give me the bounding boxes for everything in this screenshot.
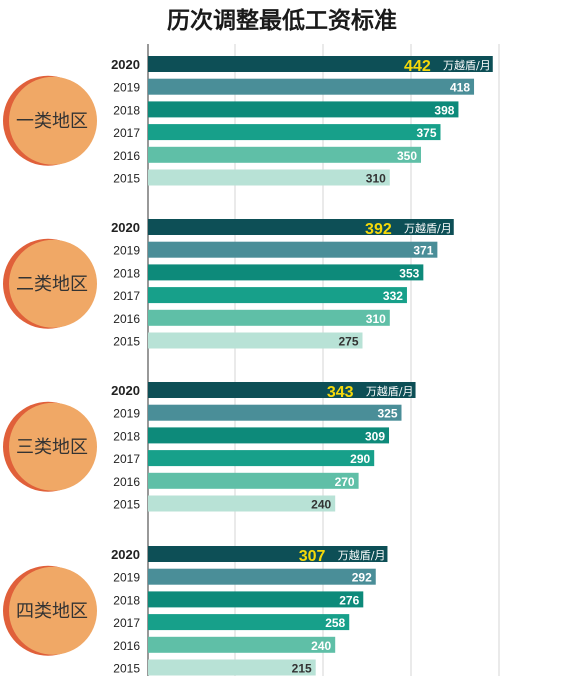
value-label: 307: [299, 548, 326, 565]
year-label: 2015: [113, 662, 140, 676]
bar-2015: [148, 659, 316, 676]
year-label: 2015: [113, 335, 140, 349]
unit-label: 万越盾/月: [366, 384, 414, 398]
value-label: 270: [335, 475, 355, 489]
value-label: 309: [365, 429, 385, 443]
group-3: 三类地区 2020 万越盾/月 343 2019 325 2018 309 2017 290 201…: [3, 382, 416, 512]
bar-2015: [148, 169, 390, 186]
year-label: 2016: [113, 312, 140, 326]
year-label: 2020: [111, 547, 140, 562]
year-label: 2018: [113, 103, 140, 117]
year-label: 2017: [113, 126, 140, 140]
region-circle: [9, 402, 97, 491]
bar-2019: [148, 241, 438, 258]
bar-2018: [148, 427, 390, 444]
value-label: 398: [434, 103, 454, 117]
year-label: 2017: [113, 452, 140, 466]
year-label: 2019: [113, 244, 140, 258]
chart-groups: 一类地区 2020 万越盾/月 442 2019 418 2018 398 2017 375 201…: [3, 56, 493, 676]
unit-label: 万越盾/月: [338, 548, 386, 562]
bar-2016: [148, 636, 336, 653]
value-label: 442: [404, 58, 431, 75]
value-label: 275: [338, 335, 358, 349]
bar-2019: [148, 78, 475, 95]
region-circle: [9, 239, 97, 328]
bar-2017: [148, 450, 375, 467]
value-label: 325: [377, 407, 397, 421]
year-label: 2020: [111, 57, 140, 72]
bar-2016: [148, 309, 390, 326]
bar-2015: [148, 332, 363, 349]
value-label: 350: [397, 149, 417, 163]
bar-2020: [148, 219, 454, 235]
value-label: 332: [383, 289, 403, 303]
region-label: 二类地区: [16, 274, 88, 295]
unit-label: 万越盾/月: [443, 58, 491, 72]
bar-2019: [148, 568, 376, 585]
year-label: 2020: [111, 220, 140, 235]
bar-2015: [148, 495, 336, 512]
value-label: 240: [311, 498, 331, 512]
region-label: 一类地区: [16, 111, 88, 132]
value-label: 310: [366, 312, 386, 326]
bar-2016: [148, 472, 359, 489]
bar-2018: [148, 591, 364, 608]
chart-title: 历次调整最低工资标准: [167, 7, 397, 34]
group-4: 四类地区 2020 万越盾/月 307 2019 292 2018 276 2017 258 201…: [3, 546, 388, 676]
group-2: 二类地区 2020 万越盾/月 392 2019 371 2018 353 2017 332 201…: [3, 219, 454, 349]
year-label: 2016: [113, 149, 140, 163]
value-label: 292: [352, 571, 372, 585]
year-label: 2020: [111, 383, 140, 398]
year-label: 2016: [113, 639, 140, 653]
value-label: 240: [311, 639, 331, 653]
bar-2019: [148, 404, 402, 421]
year-label: 2017: [113, 616, 140, 630]
bar-2017: [148, 614, 350, 631]
year-label: 2019: [113, 571, 140, 585]
year-label: 2018: [113, 266, 140, 280]
bar-2020: [148, 546, 388, 562]
value-label: 276: [339, 593, 359, 607]
year-label: 2015: [113, 172, 140, 186]
value-label: 310: [366, 172, 386, 186]
value-label: 371: [413, 244, 433, 258]
region-circle: [9, 76, 97, 165]
region-label: 三类地区: [16, 437, 88, 458]
year-label: 2019: [113, 81, 140, 95]
value-label: 392: [365, 221, 392, 238]
value-label: 290: [350, 452, 370, 466]
year-label: 2019: [113, 407, 140, 421]
unit-label: 万越盾/月: [404, 221, 452, 235]
value-label: 215: [292, 662, 312, 676]
bar-2018: [148, 101, 459, 118]
bar-2016: [148, 146, 421, 163]
bar-2017: [148, 124, 441, 141]
value-label: 375: [416, 126, 436, 140]
bar-2020: [148, 382, 416, 398]
year-label: 2015: [113, 498, 140, 512]
bar-2020: [148, 56, 493, 72]
year-label: 2017: [113, 289, 140, 303]
value-label: 418: [450, 81, 470, 95]
year-label: 2018: [113, 429, 140, 443]
bar-2017: [148, 287, 407, 304]
bar-2018: [148, 264, 424, 281]
region-circle: [9, 566, 97, 655]
value-label: 343: [327, 384, 354, 401]
region-label: 四类地区: [16, 601, 88, 622]
value-label: 353: [399, 266, 419, 280]
group-1: 一类地区 2020 万越盾/月 442 2019 418 2018 398 2017 375 201…: [3, 56, 493, 186]
year-label: 2016: [113, 475, 140, 489]
year-label: 2018: [113, 593, 140, 607]
value-label: 258: [325, 616, 345, 630]
